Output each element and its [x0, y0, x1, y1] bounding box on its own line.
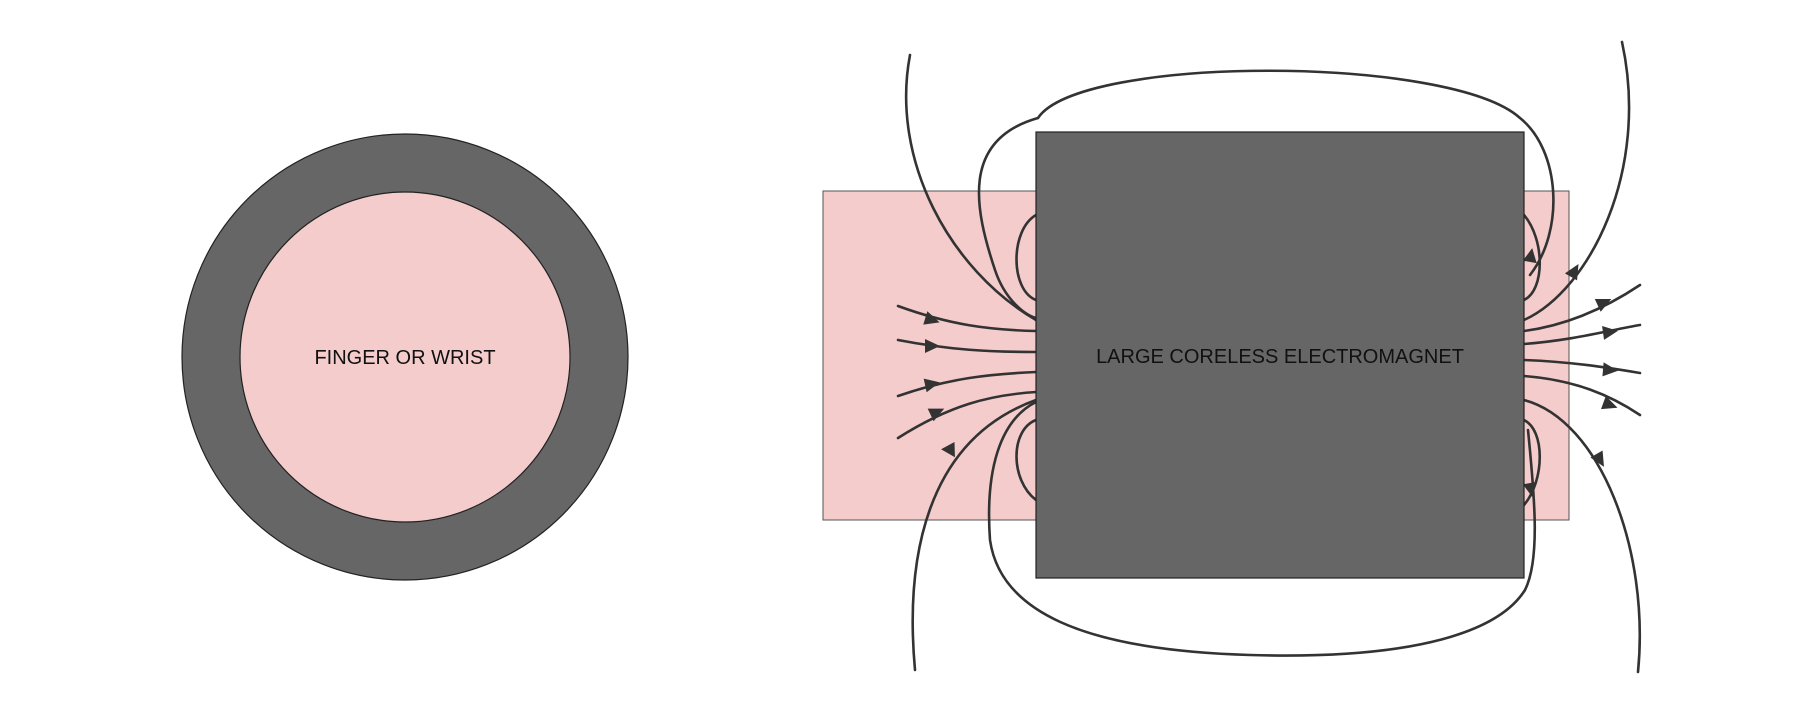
arrowhead-left-3 [923, 378, 940, 393]
field-line-outer-bottom [987, 400, 1537, 657]
electromagnet-coil [1035, 131, 1525, 579]
field-line-far-bottom-right [1522, 398, 1642, 674]
side-view: LARGE CORELESS ELECTROMAGNET [822, 40, 1642, 674]
field-line-far-top-left [904, 53, 1038, 322]
arrowhead-left-2 [925, 339, 940, 353]
field-line-far-bottom-left [911, 398, 1038, 672]
arrowhead-right-1 [1594, 299, 1612, 312]
arrowhead-left-4 [927, 408, 945, 422]
field-line-right-3 [1522, 358, 1642, 375]
finger-or-wrist-label: FINGER OR WRIST [314, 347, 495, 369]
magnetic-field-lines [896, 40, 1642, 674]
arrowhead-bottom-left [941, 441, 955, 458]
field-line-far-top-right [1522, 40, 1631, 322]
arrowhead-bottom-right [1590, 450, 1604, 467]
arrowhead-left-1 [923, 311, 940, 325]
arrowhead-top-right [1564, 263, 1579, 281]
field-line-inner-loop-top-left [1015, 213, 1038, 302]
field-line-left-3 [896, 370, 1038, 398]
field-line-left-4 [896, 390, 1038, 440]
field-line-inner-loop-bottom-right [1522, 418, 1541, 507]
arrowhead-inner-bottom-right [1522, 481, 1537, 497]
arrowhead-right-3 [1602, 362, 1618, 377]
cross-section-view: FINGER OR WRIST [181, 133, 629, 581]
field-line-right-2 [1522, 323, 1642, 346]
field-line-left-1 [896, 304, 1038, 333]
field-line-right-4 [1522, 374, 1642, 417]
electromagnet-label: LARGE CORELESS ELECTROMAGNET [1096, 346, 1464, 368]
field-line-inner-loop-bottom-left [1015, 418, 1038, 502]
field-line-left-2 [896, 338, 1038, 354]
arrowhead-right-4 [1601, 396, 1618, 410]
arrowhead-right-2 [1602, 326, 1618, 340]
field-line-right-1 [1522, 283, 1642, 333]
arrowhead-inner-top-right [1522, 248, 1537, 264]
finger-or-wrist-cross-section [239, 191, 571, 523]
field-line-inner-loop-top-right [1522, 213, 1541, 302]
